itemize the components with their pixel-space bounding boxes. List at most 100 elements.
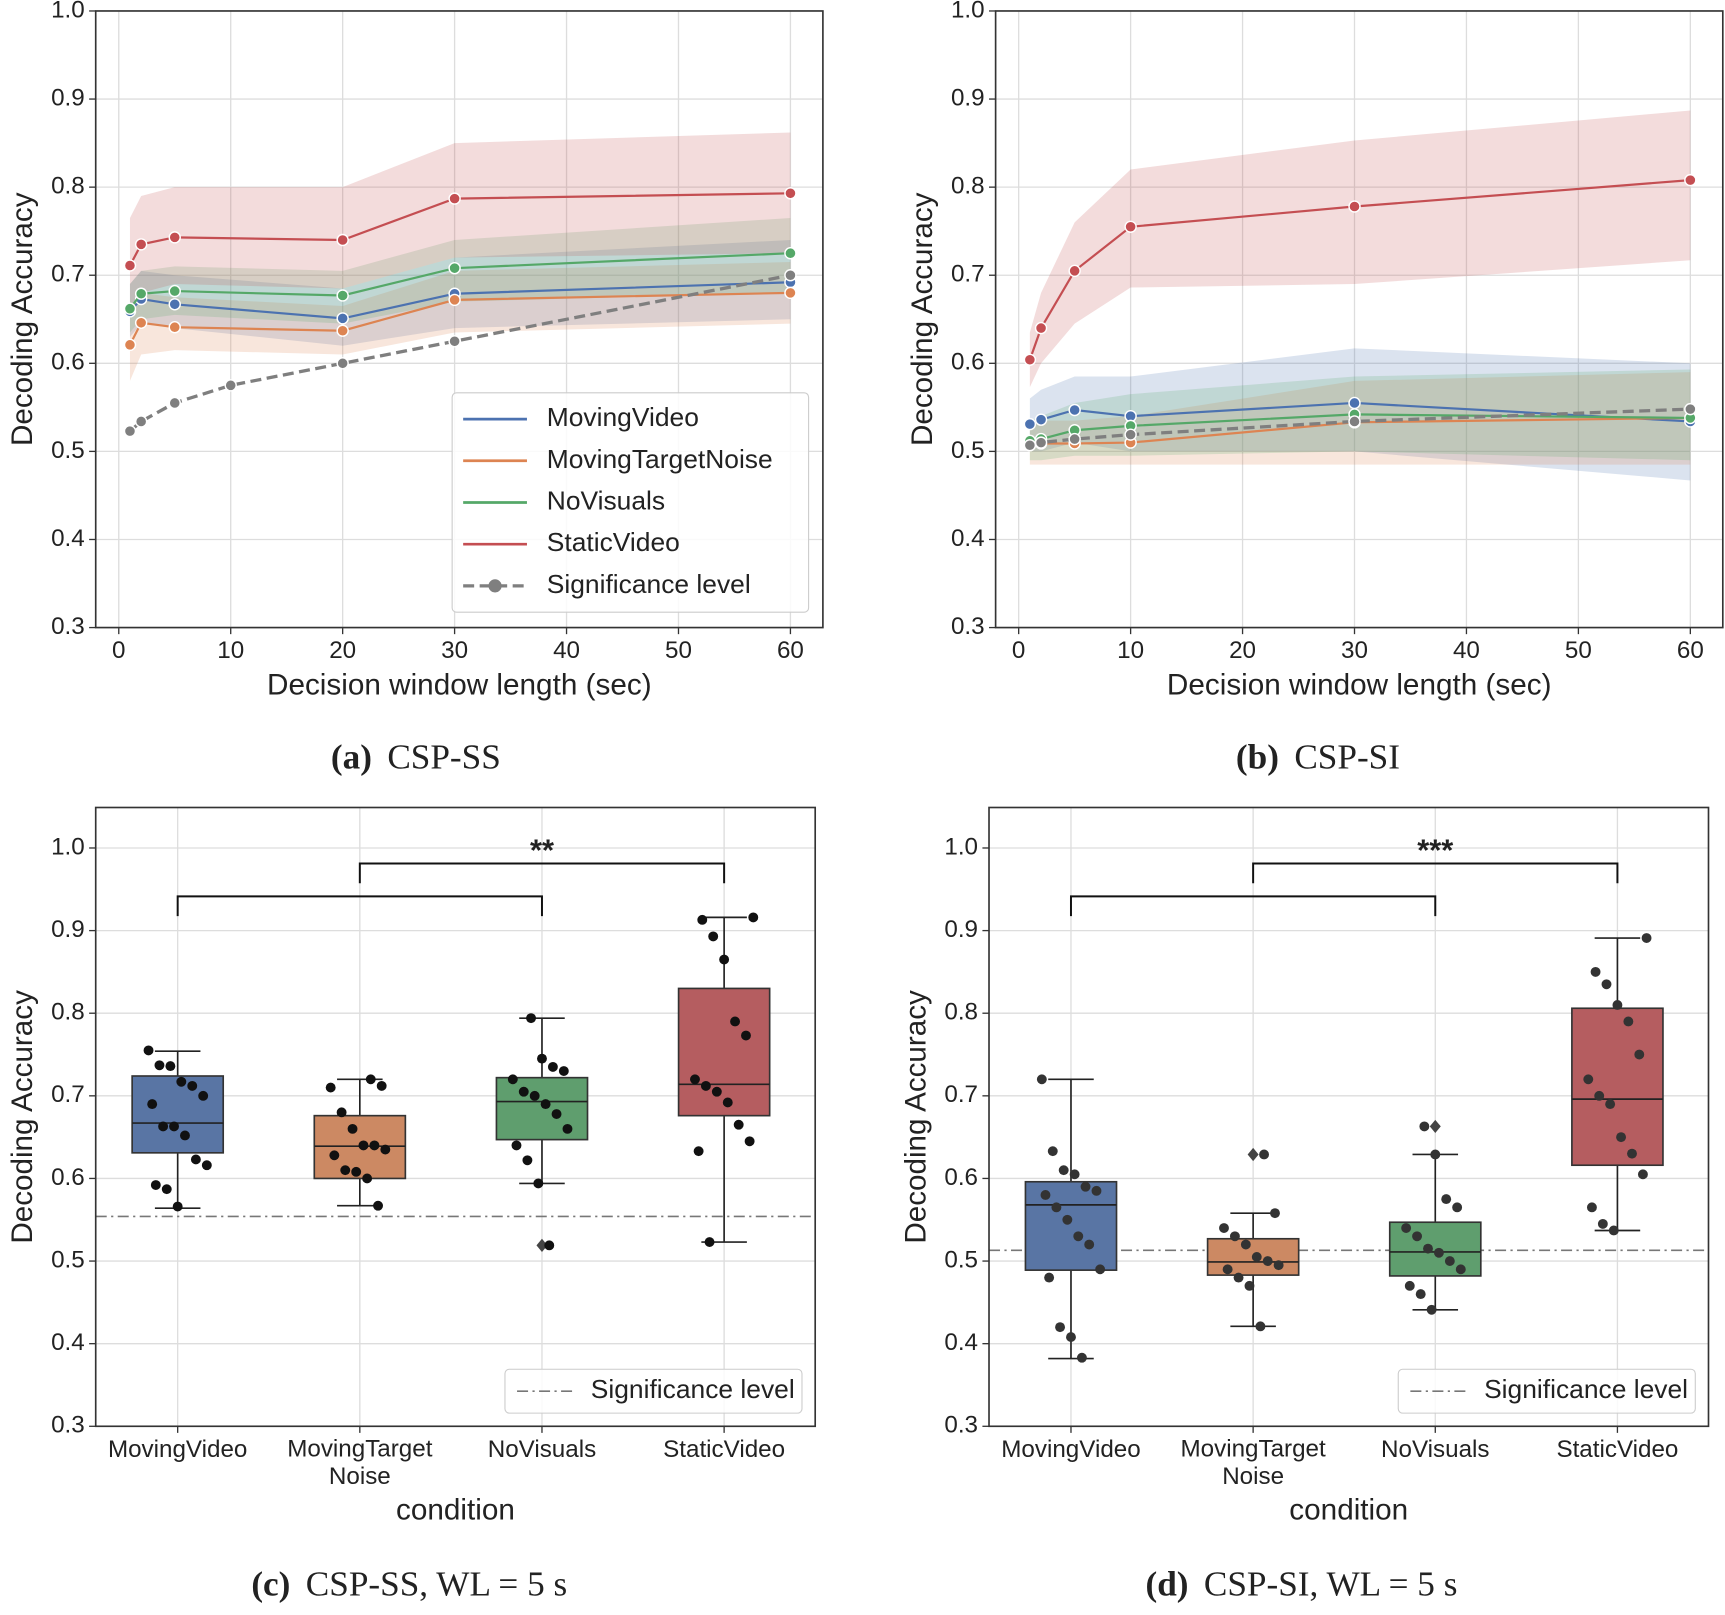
caption: (c) CSP-SS, WL = 5 s <box>251 1565 567 1604</box>
plot-frame <box>988 806 1710 1428</box>
data-point <box>1616 1132 1627 1143</box>
data-point <box>562 1123 573 1134</box>
data-point <box>1415 1289 1426 1300</box>
y-tick-label: 0.5 <box>51 437 85 464</box>
data-point <box>1076 1352 1087 1363</box>
flier <box>1247 1147 1259 1162</box>
data-point <box>1084 1239 1095 1250</box>
y-axis-label: Decoding Accuracy <box>899 990 932 1244</box>
confidence-band <box>1029 372 1691 465</box>
data-point <box>1623 1016 1634 1027</box>
data-point <box>526 1013 536 1024</box>
legend-label: MovingTargetNoise <box>547 444 773 474</box>
significance-stars: *** <box>1417 833 1453 868</box>
flier <box>1429 1119 1441 1133</box>
confidence-band <box>129 262 791 381</box>
caption-text: CSP-SI, WL = 5 s <box>1204 1565 1457 1604</box>
data-point <box>719 954 730 965</box>
data-point <box>1244 1280 1255 1291</box>
data-point <box>180 1130 190 1141</box>
caption-text: CSP-SS <box>387 737 500 776</box>
data-point <box>784 187 797 200</box>
data-point <box>134 238 148 251</box>
data-point <box>1066 1332 1076 1343</box>
data-point <box>329 1150 340 1161</box>
caption: (a) CSP-SS <box>331 737 501 776</box>
data-point <box>1348 396 1361 410</box>
data-point <box>1040 1190 1051 1200</box>
data-point <box>168 320 181 334</box>
data-point <box>1262 1256 1273 1266</box>
data-point <box>123 424 137 438</box>
data-point <box>123 259 137 272</box>
x-axis-label: Decision window length (sec) <box>1167 669 1552 702</box>
caption-label: (b) <box>1236 737 1279 776</box>
data-point <box>147 1099 158 1110</box>
data-point <box>1586 1202 1597 1213</box>
x-tick-label: MovingTarget Noise <box>1181 1436 1326 1490</box>
data-point <box>168 298 181 311</box>
data-point <box>176 1076 187 1087</box>
data-point <box>143 1045 154 1056</box>
legend-label: NoVisuals <box>547 485 665 515</box>
significance-bracket <box>1069 895 1437 917</box>
data-point <box>336 1107 347 1118</box>
data-point <box>1062 1214 1073 1225</box>
data-point <box>373 1200 383 1211</box>
legend-label: Significance level <box>547 569 751 599</box>
data-point <box>1444 1256 1455 1266</box>
y-tick-label: 0.9 <box>51 84 85 111</box>
data-point <box>1348 415 1361 428</box>
y-tick-label: 0.4 <box>951 525 985 552</box>
legend-label: Significance level <box>591 1374 795 1404</box>
data-point <box>336 233 349 247</box>
plot-frame <box>94 10 824 629</box>
data-point <box>1240 1239 1251 1250</box>
data-point <box>340 1165 351 1176</box>
x-tick-label: MovingVideo <box>1001 1436 1140 1463</box>
data-point <box>1433 1247 1444 1258</box>
data-point <box>158 1121 169 1132</box>
y-tick-label: 1.0 <box>951 0 985 23</box>
x-tick-label: NoVisuals <box>1381 1436 1489 1463</box>
data-point <box>1637 1169 1648 1180</box>
y-tick-label: 0.7 <box>51 1081 85 1108</box>
data-point <box>704 1237 715 1247</box>
data-point <box>507 1074 518 1085</box>
data-point <box>369 1140 380 1151</box>
data-point <box>711 1086 722 1097</box>
data-point <box>190 1154 201 1165</box>
data-point <box>358 1140 369 1151</box>
y-axis-label: Decoding Accuracy <box>6 192 39 446</box>
x-tick-label: 50 <box>665 637 692 664</box>
data-point <box>336 312 349 325</box>
data-point <box>1034 321 1048 335</box>
data-point <box>1068 403 1081 417</box>
x-tick-label: 10 <box>217 637 244 664</box>
x-tick-label: 50 <box>1565 637 1592 664</box>
y-axis-label: Decoding Accuracy <box>906 192 939 446</box>
data-point <box>1404 1280 1415 1291</box>
data-point <box>134 287 148 300</box>
data-point <box>448 293 461 307</box>
data-point <box>547 1061 558 1072</box>
data-point <box>1412 1231 1423 1242</box>
data-point <box>1068 264 1081 278</box>
data-point <box>1605 1099 1616 1110</box>
x-axis-label: Decision window length (sec) <box>267 669 652 702</box>
data-point <box>533 1178 544 1189</box>
significance-bracket <box>1252 862 1619 884</box>
data-point <box>448 192 461 205</box>
data-point <box>1612 1000 1623 1010</box>
box <box>131 1075 225 1154</box>
y-tick-label: 0.5 <box>951 437 985 464</box>
data-point <box>224 379 237 392</box>
data-point <box>172 1201 183 1212</box>
data-point <box>1597 1218 1608 1229</box>
x-tick-label: NoVisuals <box>488 1436 596 1463</box>
plot-frame <box>994 10 1724 629</box>
y-tick-label: 0.6 <box>944 1164 978 1191</box>
data-point <box>448 261 461 275</box>
x-tick-label: 20 <box>329 637 356 664</box>
data-point <box>1034 413 1048 426</box>
